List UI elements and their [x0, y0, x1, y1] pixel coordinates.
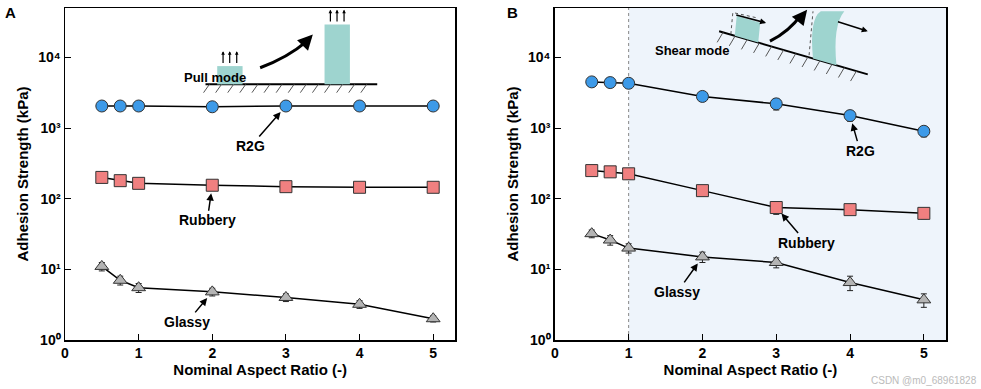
svg-text:Adhesion Strength (kPa): Adhesion Strength (kPa) [14, 86, 31, 261]
svg-text:0: 0 [551, 345, 559, 361]
svg-text:Glassy: Glassy [164, 314, 210, 330]
svg-text:Pull mode: Pull mode [184, 70, 246, 85]
svg-text:10¹: 10¹ [530, 261, 551, 277]
svg-text:10¹: 10¹ [40, 261, 61, 277]
svg-text:Rubbery: Rubbery [778, 235, 835, 251]
svg-text:R2G: R2G [236, 138, 265, 154]
svg-text:Rubbery: Rubbery [179, 212, 236, 228]
svg-text:5: 5 [920, 345, 928, 361]
svg-text:2: 2 [699, 345, 707, 361]
svg-text:1: 1 [625, 345, 633, 361]
svg-text:10³: 10³ [40, 120, 61, 136]
svg-text:A: A [5, 4, 16, 21]
svg-text:10⁴: 10⁴ [38, 49, 61, 65]
svg-text:10⁰: 10⁰ [40, 332, 61, 348]
svg-text:Adhesion Strength (kPa): Adhesion Strength (kPa) [504, 86, 521, 261]
svg-text:Glassy: Glassy [654, 284, 700, 300]
svg-text:4: 4 [846, 345, 854, 361]
svg-text:3: 3 [282, 345, 290, 361]
svg-text:4: 4 [356, 345, 364, 361]
svg-text:B: B [507, 4, 518, 21]
svg-text:10²: 10² [530, 191, 551, 207]
svg-text:1: 1 [135, 345, 143, 361]
svg-text:Nominal Aspect Ratio (-): Nominal Aspect Ratio (-) [173, 361, 347, 378]
svg-text:Nominal Aspect Ratio (-): Nominal Aspect Ratio (-) [664, 361, 838, 378]
svg-text:CSDN @m0_68961828: CSDN @m0_68961828 [871, 375, 977, 386]
svg-text:R2G: R2G [846, 143, 875, 159]
svg-text:3: 3 [772, 345, 780, 361]
svg-text:10³: 10³ [530, 120, 551, 136]
svg-text:10⁴: 10⁴ [528, 49, 551, 65]
svg-text:Shear mode: Shear mode [655, 43, 729, 58]
svg-text:0: 0 [61, 345, 69, 361]
svg-text:10²: 10² [40, 191, 61, 207]
svg-text:5: 5 [429, 345, 437, 361]
svg-text:2: 2 [208, 345, 216, 361]
svg-text:10⁰: 10⁰ [530, 332, 551, 348]
